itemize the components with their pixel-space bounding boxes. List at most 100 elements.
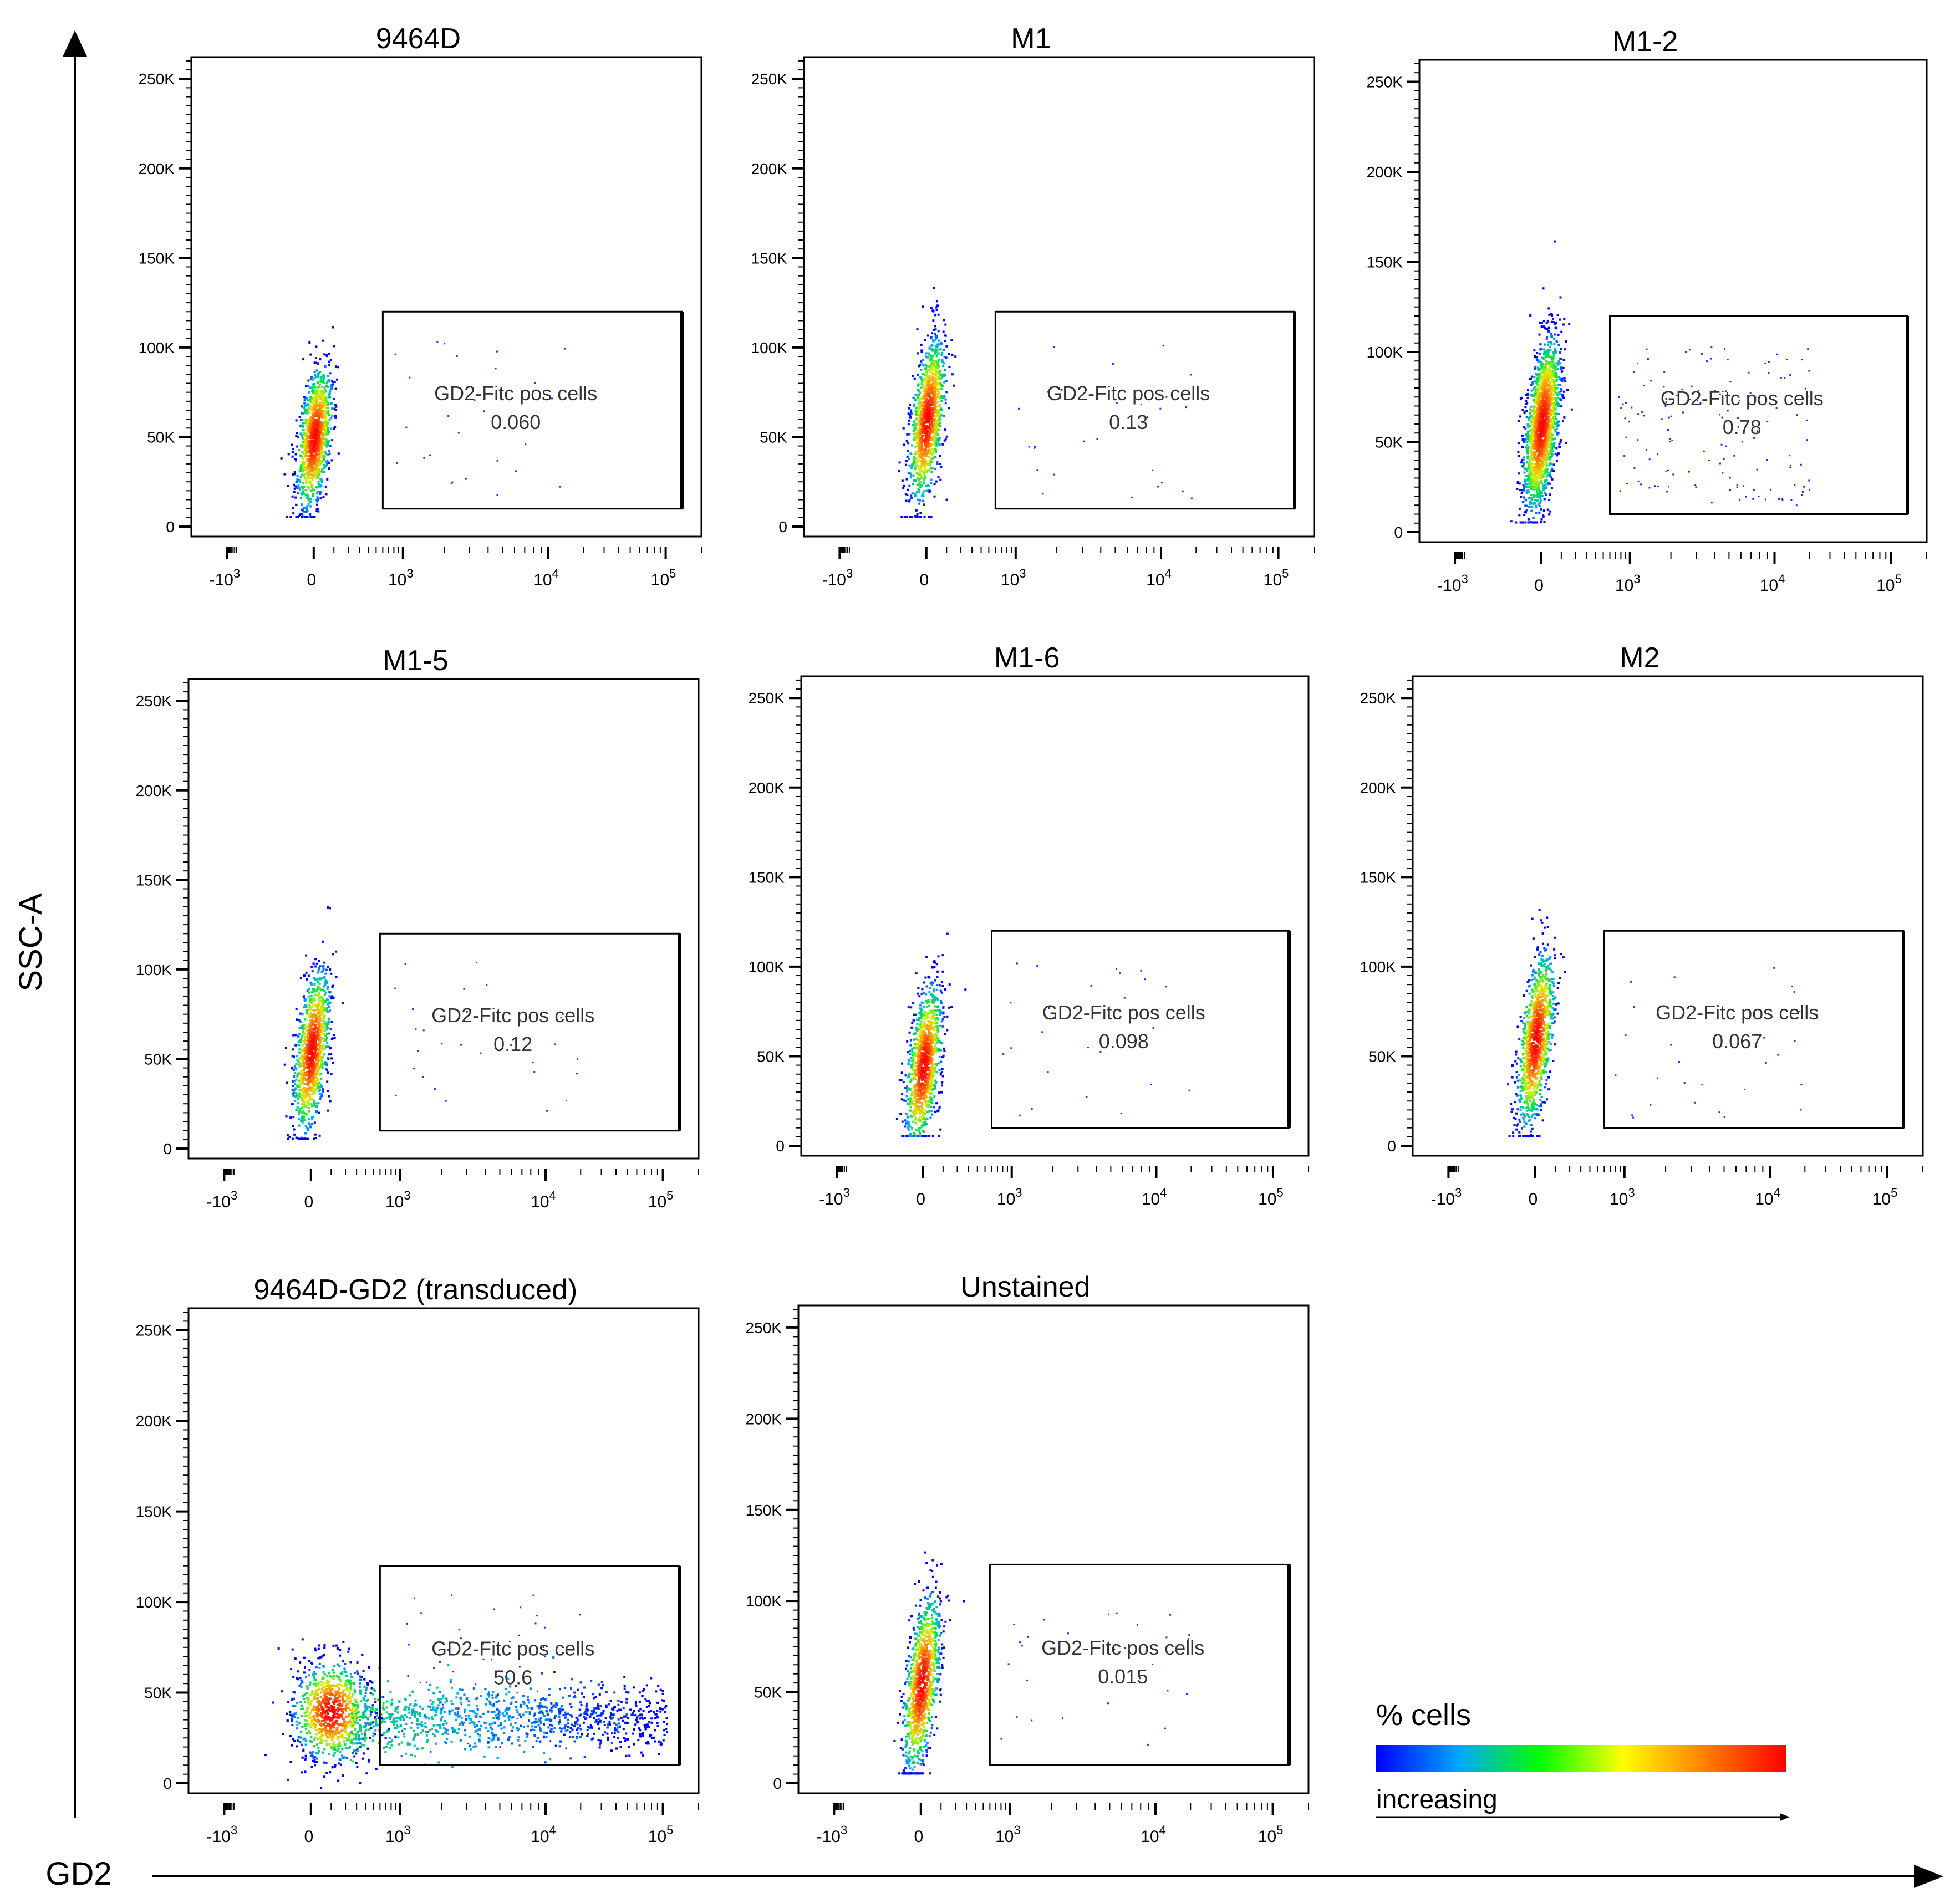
event-dot: [938, 314, 940, 316]
event-dot: [921, 437, 923, 439]
event-dot: [281, 457, 283, 460]
event-dot: [1539, 426, 1541, 428]
event-dot: [314, 377, 316, 379]
event-dot: [330, 1028, 332, 1030]
event-dot: [317, 375, 319, 377]
event-dot: [299, 455, 302, 457]
event-dot: [1551, 453, 1553, 456]
event-dot: [327, 1090, 329, 1092]
event-dot: [925, 400, 927, 402]
event-dot: [1666, 491, 1668, 492]
event-dot: [1560, 439, 1562, 441]
event-dot: [326, 998, 328, 1001]
event-dot: [327, 986, 329, 988]
event-dot: [929, 491, 931, 493]
event-dot: [939, 388, 941, 390]
event-dot: [305, 478, 307, 481]
gate-label: GD2-Fitc pos cells: [434, 382, 597, 405]
x-tick-label: -103: [822, 567, 853, 589]
event-dot: [932, 319, 934, 322]
event-dot: [1555, 412, 1557, 415]
event-dot: [301, 474, 303, 476]
event-dot: [309, 436, 312, 438]
event-dot: [302, 441, 304, 443]
event-dot: [909, 404, 911, 406]
event-dot: [918, 443, 920, 446]
event-dot: [919, 499, 921, 502]
event-dot: [322, 374, 324, 376]
event-dot: [919, 405, 922, 407]
x-tick-base: 10: [1760, 576, 1778, 595]
event-dot: [1521, 522, 1524, 524]
event-dot: [1541, 423, 1544, 425]
event-dot: [1528, 419, 1530, 421]
event-dot: [317, 386, 319, 389]
event-dot: [936, 415, 939, 417]
event-dot: [301, 436, 303, 438]
event-dot: [1549, 464, 1551, 466]
event-dot: [937, 424, 939, 426]
x-tick-label: -103: [1437, 572, 1468, 595]
event-dot: [1542, 416, 1544, 419]
event-dot: [922, 305, 924, 308]
event-dot: [907, 489, 909, 491]
y-tick-label: 150K: [1367, 253, 1403, 271]
event-dot: [299, 468, 302, 470]
event-dot: [919, 376, 922, 378]
event-dot: [296, 419, 298, 421]
event-dot: [899, 461, 901, 463]
gate-label: GD2-Fitc pos cells: [1047, 382, 1210, 405]
flow-panel: M1-2050K100K150K200K250K-103 0 103 104 105GD…: [1367, 25, 1927, 595]
event-dot: [919, 512, 922, 514]
event-dot: [1535, 422, 1538, 424]
event-dot: [289, 516, 292, 518]
event-dot: [320, 416, 322, 418]
event-dot: [1541, 492, 1543, 494]
event-dot: [1531, 478, 1533, 480]
event-dot: [1524, 504, 1526, 507]
event-dot: [1185, 406, 1187, 408]
event-dot: [930, 387, 933, 389]
event-dot: [1550, 364, 1552, 366]
x-axis-label: GD2: [45, 1856, 111, 1892]
event-dot: [321, 481, 323, 483]
event-dot: [1520, 461, 1523, 463]
event-dot: [293, 1134, 296, 1136]
event-dot: [316, 433, 318, 436]
event-dot: [927, 402, 929, 405]
event-dot: [324, 389, 326, 391]
event-dot: [1097, 438, 1098, 440]
event-dot: [1538, 512, 1540, 514]
event-dot: [497, 460, 498, 462]
event-dot: [319, 983, 321, 985]
event-dot: [1528, 467, 1530, 470]
event-dot: [909, 416, 912, 419]
event-dot: [312, 493, 314, 496]
event-dot: [301, 1035, 303, 1038]
event-dot: [293, 491, 296, 493]
event-dot: [1529, 461, 1531, 463]
event-dot: [918, 516, 920, 518]
event-dot: [1539, 353, 1541, 355]
event-dot: [303, 396, 306, 398]
event-dot: [939, 443, 941, 446]
event-dot: [929, 411, 931, 414]
event-dot: [1565, 340, 1567, 343]
event-dot: [1729, 477, 1731, 479]
event-dot: [935, 372, 938, 374]
event-dot: [916, 459, 918, 461]
event-dot: [1544, 386, 1546, 389]
event-dot: [940, 348, 942, 350]
event-dot: [923, 482, 925, 484]
x-tick-exponent: 5: [669, 567, 676, 580]
event-dot: [333, 345, 335, 347]
x-tick-base: 10: [533, 571, 552, 589]
x-tick-base: 10: [648, 1193, 666, 1211]
event-dot: [316, 402, 318, 404]
event-dot: [938, 411, 940, 413]
event-dot: [919, 420, 922, 422]
event-dot: [925, 367, 927, 369]
event-dot: [1544, 498, 1546, 501]
event-dot: [935, 385, 937, 387]
event-dot: [1555, 380, 1557, 382]
